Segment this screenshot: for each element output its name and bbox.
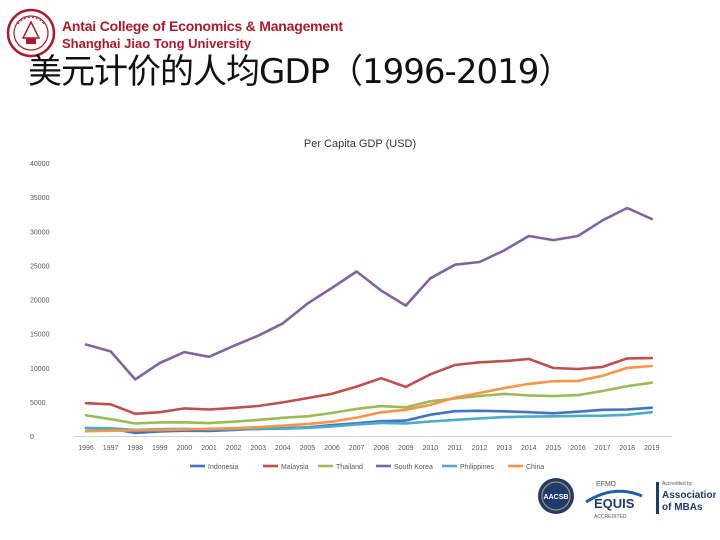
- legend-label-thailand: Thailand: [336, 464, 363, 471]
- y-tick-label: 15000: [30, 332, 50, 339]
- chart-title: Per Capita GDP (USD): [304, 138, 416, 150]
- y-tick-label: 20000: [30, 298, 50, 305]
- amba-top-label: Accredited by: [662, 481, 693, 487]
- x-tick-label: 2015: [546, 445, 562, 452]
- y-tick-label: 0: [30, 434, 34, 441]
- x-tick-label: 2013: [496, 445, 512, 452]
- x-tick-label: 2000: [177, 445, 193, 452]
- y-tick-label: 30000: [30, 229, 50, 236]
- y-tick-label: 10000: [30, 366, 50, 373]
- x-tick-label: 2018: [619, 445, 635, 452]
- x-tick-label: 2001: [201, 445, 217, 452]
- series-line-south-korea: [84, 206, 654, 381]
- college-name: Antai College of Economics & Management: [62, 18, 343, 34]
- logo-block: Antai College of Economics & Management …: [6, 8, 343, 58]
- x-tick-label: 2012: [472, 445, 488, 452]
- amba-line1: Association: [662, 490, 716, 501]
- y-tick-label: 35000: [30, 195, 50, 202]
- aacsb-badge-icon: AACSB: [538, 478, 574, 514]
- legend-label-indonesia: Indonesia: [208, 464, 238, 471]
- y-tick-label: 5000: [30, 400, 46, 407]
- x-tick-label: 2014: [521, 445, 537, 452]
- legend-label-china: China: [526, 464, 544, 471]
- aacsb-label: AACSB: [544, 494, 569, 501]
- university-seal-icon: [6, 8, 56, 58]
- x-tick-label: 2011: [447, 445, 462, 452]
- x-tick-label: 2019: [644, 445, 660, 452]
- legend-label-malaysia: Malaysia: [281, 464, 309, 471]
- x-tick-label: 2003: [250, 445, 266, 452]
- x-tick-label: 2007: [349, 445, 365, 452]
- x-tick-label: 2004: [275, 445, 291, 452]
- x-tick-label: 2005: [300, 445, 316, 452]
- x-tick-label: 2006: [324, 445, 340, 452]
- x-tick-label: 1996: [78, 445, 94, 452]
- y-tick-label: 40000: [30, 161, 50, 168]
- university-name: Shanghai Jiao Tong University: [62, 36, 252, 51]
- amba-badge-icon: Accredited by Association of MBAs: [656, 476, 716, 516]
- x-tick-label: 2009: [398, 445, 414, 452]
- x-tick-label: 1998: [127, 445, 143, 452]
- x-tick-label: 2010: [423, 445, 439, 452]
- x-tick-label: 2002: [226, 445, 242, 452]
- equis-sub-label: ACCREDITED: [594, 514, 627, 520]
- equis-top-label: EFMD: [596, 481, 616, 488]
- x-tick-label: 1997: [103, 445, 119, 452]
- series-line-china: [84, 364, 654, 433]
- x-tick-label: 2016: [570, 445, 586, 452]
- legend-label-south-korea: South Korea: [394, 464, 433, 471]
- x-tick-label: 1999: [152, 445, 168, 452]
- x-tick-label: 2008: [373, 445, 389, 452]
- amba-line2: of MBAs: [662, 502, 703, 513]
- series-line-thailand: [84, 381, 654, 425]
- y-tick-label: 25000: [30, 263, 50, 270]
- equis-label: EQUIS: [594, 496, 635, 511]
- legend-label-philippines: Philippines: [460, 464, 494, 471]
- slide-title: 美元计价的人均GDP（1996-2019）: [28, 52, 572, 92]
- equis-badge-icon: EFMD EQUIS ACCREDITED: [585, 481, 643, 520]
- x-tick-label: 2017: [595, 445, 611, 452]
- series-line-malaysia: [84, 356, 654, 416]
